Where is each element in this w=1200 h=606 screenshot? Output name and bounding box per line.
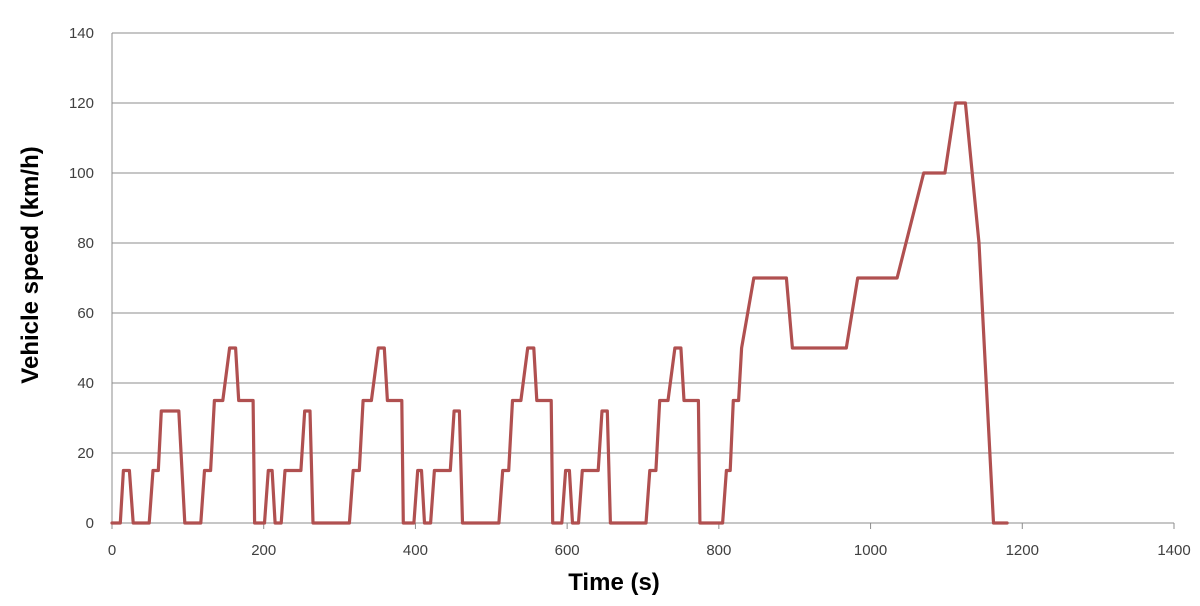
speed-series-line: [110, 101, 1009, 525]
y-tick-label: 100: [69, 165, 94, 182]
y-tick-label: 20: [77, 445, 94, 462]
series-group: [110, 101, 1009, 525]
x-tick-labels: 0 200 400 600 800 1000 1200 1400: [108, 542, 1191, 559]
y-axis-label: Vehicle speed (km/h): [17, 146, 44, 383]
x-tick-label: 0: [108, 542, 116, 559]
gridlines: [112, 32, 1174, 454]
y-tick-label: 60: [77, 305, 94, 322]
y-tick-labels: 0 20 40 60 80 100 120 140: [69, 25, 94, 532]
x-tick-label: 1400: [1157, 542, 1190, 559]
x-tick-label: 1000: [854, 542, 887, 559]
axes: [111, 33, 1175, 529]
y-tick-label: 40: [77, 375, 94, 392]
y-tick-label: 80: [77, 235, 94, 252]
y-tick-label: 140: [69, 25, 94, 42]
x-axis-label: Time (s): [568, 569, 660, 596]
x-tick-label: 200: [251, 542, 276, 559]
x-tick-label: 1200: [1006, 542, 1039, 559]
x-tick-label: 800: [706, 542, 731, 559]
y-tick-label: 0: [86, 515, 94, 532]
x-tick-label: 600: [555, 542, 580, 559]
y-tick-label: 120: [69, 95, 94, 112]
x-tick-label: 400: [403, 542, 428, 559]
